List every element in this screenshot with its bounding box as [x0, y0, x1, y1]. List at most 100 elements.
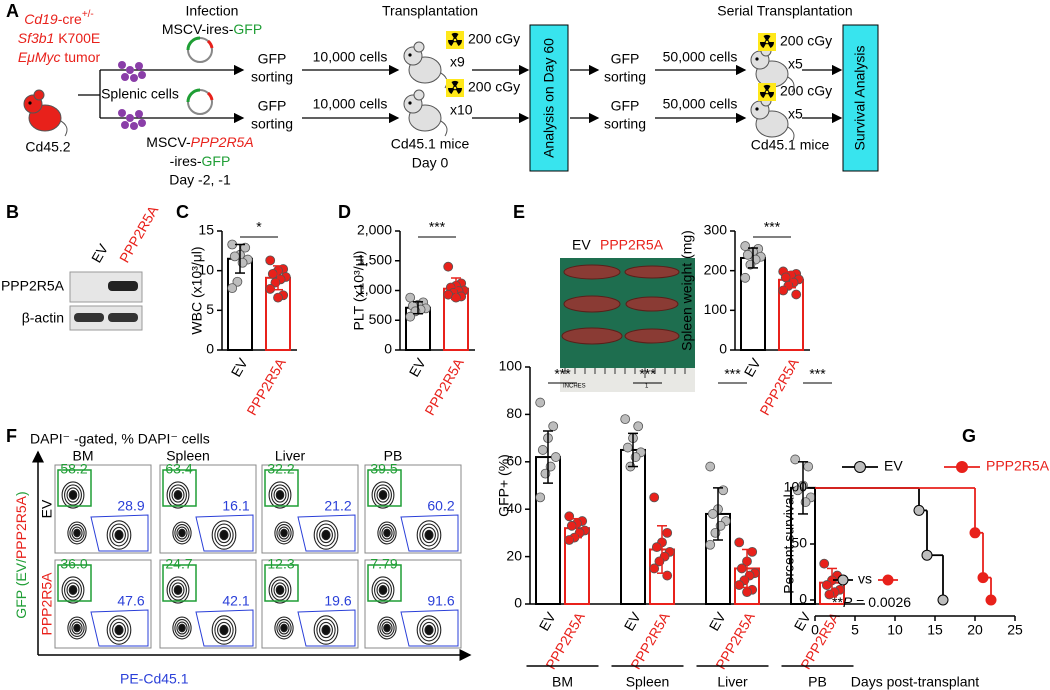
y-tick-label: 300 [704, 222, 728, 238]
cell [121, 121, 129, 129]
data-point [273, 292, 283, 303]
y-axis-label: PLT (x10³/μl) [351, 251, 367, 331]
band-label: β-actin [22, 310, 64, 326]
sorting: sorting [604, 116, 646, 132]
day-label: Day -2, -1 [169, 172, 231, 188]
cell-dose: 10,000 cells [313, 96, 388, 112]
radiation-sector [760, 92, 767, 99]
y-tick-label: 0 [719, 341, 727, 357]
cell [126, 66, 134, 74]
significance: *** [554, 366, 571, 382]
contour [378, 585, 388, 595]
contour [422, 621, 436, 639]
contour [383, 623, 391, 633]
band-label: PPP2R5A [1, 278, 65, 294]
arrows [78, 64, 843, 124]
contour [271, 579, 289, 601]
ruler [560, 368, 695, 392]
data-point [535, 397, 546, 408]
cell [118, 109, 126, 117]
cells-label: Splenic cells [101, 86, 179, 102]
group-label: EV [572, 237, 591, 253]
donor-label: Cd45.2 [25, 139, 70, 155]
cd45-gate [195, 609, 254, 647]
contour [371, 576, 395, 604]
p-value-part: P [843, 594, 853, 610]
contour [66, 582, 80, 598]
cell-dose: 50,000 cells [663, 49, 738, 65]
x-tick-label: 5 [851, 622, 859, 638]
contour [273, 487, 287, 503]
contour [274, 616, 294, 640]
data-point [740, 272, 751, 283]
contour [169, 579, 187, 601]
data-point [227, 283, 238, 294]
lane-label: EV [88, 241, 112, 266]
data-point [651, 542, 662, 553]
contour [64, 484, 82, 506]
radiation-dose: 200 cGy [780, 33, 832, 49]
cell-dose: 50,000 cells [663, 96, 738, 112]
data-point [229, 251, 240, 262]
contour [169, 484, 187, 506]
y-axis-label: Percent survival [781, 494, 797, 594]
mouse-eye [408, 101, 412, 105]
mouse-ear [413, 89, 425, 101]
step-title: Serial Transplantation [717, 3, 852, 19]
x-tick-label: PPP2R5A [756, 355, 802, 418]
data-point [662, 570, 673, 581]
survival-point [921, 549, 933, 561]
data-point [548, 421, 559, 432]
contour [171, 487, 185, 503]
bar [740, 256, 766, 351]
annotation-marker [882, 574, 894, 586]
x-tick-label: 25 [1007, 622, 1023, 638]
contour [278, 621, 290, 635]
cell [130, 122, 138, 130]
x-tick-label: EV [741, 355, 765, 380]
group-label: PB [808, 674, 827, 690]
mouse-eye [755, 57, 759, 61]
contour [173, 490, 183, 500]
gene-part: -cre [58, 11, 82, 27]
contour [374, 484, 392, 506]
contour [166, 576, 190, 604]
gfp-percent: 32.2 [267, 461, 294, 477]
radiation-sector [451, 81, 459, 88]
x-tick-label: PPP2R5A [243, 355, 289, 418]
vector: MSCV- [146, 134, 191, 150]
radiation-sector [455, 88, 462, 95]
cd45-gate [400, 609, 459, 647]
contour [106, 520, 132, 550]
panel-label: F [6, 426, 17, 446]
plasmid-insert [186, 36, 201, 51]
data-point [405, 311, 416, 322]
series-label: EV [621, 609, 645, 634]
contour [280, 528, 288, 538]
gfp-percent: 58.2 [60, 461, 87, 477]
ruler-ticks [564, 368, 686, 378]
plasmid-insert [186, 88, 201, 103]
tumor-label: Sf3b1 K700E [18, 30, 101, 46]
contour [381, 526, 393, 540]
p-value-part: = 0.0026 [852, 594, 911, 610]
cell [138, 71, 146, 79]
gfp-gate [162, 564, 197, 602]
data-point [566, 520, 577, 531]
gating-label: DAPI⁻ -gated, % DAPI⁻ cells [30, 431, 210, 447]
contour [416, 615, 442, 645]
annotation-marker [837, 574, 849, 586]
y-axis-label: WBC (x10³/μl) [189, 246, 205, 334]
cd45-gate [90, 609, 149, 647]
contour [280, 623, 288, 633]
panel-label: D [338, 202, 351, 222]
data-point [405, 292, 416, 303]
cell [135, 62, 143, 70]
survival-point [913, 504, 925, 516]
radiation-sector [451, 32, 459, 40]
gfp-gate [367, 564, 402, 602]
recipient-count: x5 [788, 56, 803, 72]
sorting: sorting [251, 69, 293, 85]
cd45-gate [297, 609, 356, 647]
